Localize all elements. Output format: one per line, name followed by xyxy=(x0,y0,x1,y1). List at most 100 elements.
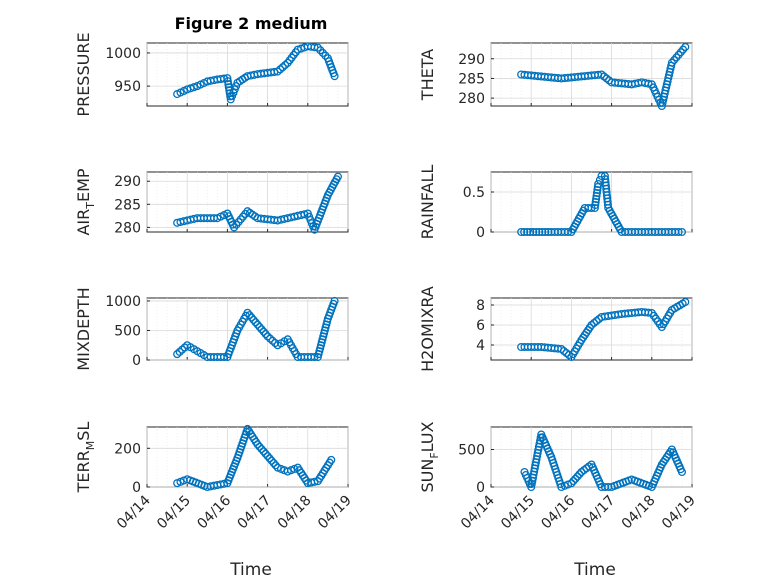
data-point xyxy=(529,227,538,237)
data-point xyxy=(255,442,264,451)
data-point xyxy=(541,227,550,237)
y-tick-label: 1000 xyxy=(105,46,141,62)
data-point xyxy=(538,227,547,237)
data-point xyxy=(591,197,600,207)
data-point xyxy=(592,188,601,198)
data-point xyxy=(173,350,182,359)
data-point xyxy=(591,200,600,210)
y-tick-label: 200 xyxy=(114,441,141,457)
subplot-mixdepth: 0 500 1000 MIXDEPTH xyxy=(74,287,349,371)
y-tick-label: 0 xyxy=(132,480,141,496)
x-tick-label: 04/19 xyxy=(315,493,355,533)
data-point xyxy=(257,325,266,334)
data-point xyxy=(178,345,187,354)
y-tick-label: 0 xyxy=(476,225,485,241)
data-point xyxy=(330,72,339,81)
data-point xyxy=(523,227,532,237)
data-point xyxy=(594,179,603,189)
data-point xyxy=(677,467,686,477)
data-point xyxy=(318,48,327,57)
y-tick-label: 500 xyxy=(458,443,485,459)
y-tick-label: 1000 xyxy=(105,294,141,310)
x-axis-label-right: Time xyxy=(573,560,616,580)
data-point xyxy=(590,203,599,213)
data-point xyxy=(269,458,278,468)
y-tick-label: 290 xyxy=(458,52,485,68)
data-point xyxy=(593,182,602,192)
data-point xyxy=(571,474,580,483)
data-point xyxy=(261,449,270,458)
y-axis-label: RAINFALL xyxy=(418,165,437,240)
data-point xyxy=(175,347,184,356)
x-tick-label: 04/15 xyxy=(498,493,538,533)
subplot-grid: 950 1000 PRESSURE 280 285 290 THETA 280 285 290 AI… xyxy=(74,32,699,532)
subplot-h2omixra: 4 6 8 H2OMIXRA xyxy=(418,286,693,372)
data-point xyxy=(592,194,601,204)
y-axis-label: H2OMIXRA xyxy=(418,286,437,372)
data-point xyxy=(265,454,274,463)
y-tick-label: 285 xyxy=(114,197,141,213)
data-point xyxy=(249,315,258,324)
data-point xyxy=(281,61,290,70)
y-tick-label: 8 xyxy=(476,298,485,314)
subplot-theta: 280 285 290 THETA xyxy=(418,42,693,111)
y-tick-label: 500 xyxy=(114,323,141,339)
data-point xyxy=(266,334,275,343)
x-tick-label: 04/19 xyxy=(659,493,699,533)
y-tick-label: 6 xyxy=(476,318,485,334)
data-point xyxy=(681,42,690,51)
data-point xyxy=(517,227,526,237)
data-point xyxy=(271,461,280,470)
data-point xyxy=(333,172,343,181)
subplot-air-temp: 280 285 290 AIRTEMP xyxy=(74,168,349,236)
x-axis-label-left: Time xyxy=(229,560,272,580)
data-point xyxy=(593,185,602,195)
x-tick-label: 04/14 xyxy=(114,492,154,532)
subplot-terr-msl: 04/14 04/15 04/16 04/17 04/18 04/19 0 200 TERRMS… xyxy=(74,422,355,533)
data-point xyxy=(681,297,690,307)
y-axis-label: SUNFLUX xyxy=(418,421,441,492)
y-tick-label: 0 xyxy=(132,353,141,369)
y-tick-label: 0.5 xyxy=(463,185,485,201)
y-tick-label: 280 xyxy=(114,220,141,236)
y-axis-label: MIXDEPTH xyxy=(74,287,93,370)
y-tick-label: 280 xyxy=(458,91,485,107)
data-point xyxy=(520,227,529,237)
x-tick-label: 04/17 xyxy=(579,493,619,533)
data-point xyxy=(327,455,336,464)
subplot-pressure: 950 1000 PRESSURE xyxy=(74,32,349,117)
y-axis-label: THETA xyxy=(418,49,437,101)
x-tick-label: 04/18 xyxy=(275,493,315,533)
data-point xyxy=(263,451,272,461)
y-axis-label: AIRTEMP xyxy=(74,168,97,235)
x-tick-label: 04/15 xyxy=(154,493,194,533)
x-tick-label: 04/18 xyxy=(619,493,659,533)
data-point xyxy=(263,332,272,341)
data-point xyxy=(271,338,280,348)
data-point xyxy=(535,227,544,237)
data-point xyxy=(330,296,339,306)
data-point xyxy=(261,329,270,339)
subplot-sun-flux: 04/14 04/15 04/16 04/17 04/18 04/19 0 500 SUNFLU… xyxy=(418,421,699,532)
data-point xyxy=(526,227,535,237)
y-tick-label: 0 xyxy=(476,480,485,496)
data-point xyxy=(276,65,285,74)
data-point xyxy=(592,191,601,201)
subplot-rainfall: 0 0.5 RAINFALL xyxy=(418,165,693,241)
data-point xyxy=(532,227,541,237)
data-point xyxy=(273,67,282,76)
data-point xyxy=(573,472,582,481)
data-point xyxy=(316,46,325,55)
x-tick-label: 04/14 xyxy=(458,492,498,532)
x-tick-label: 04/17 xyxy=(235,493,275,533)
data-point xyxy=(575,470,584,479)
data-point xyxy=(257,445,266,454)
y-axis-label: PRESSURE xyxy=(74,32,93,116)
data-point xyxy=(247,313,256,322)
data-point xyxy=(677,227,686,237)
data-point xyxy=(189,83,198,92)
x-tick-label: 04/16 xyxy=(538,492,578,532)
y-tick-label: 285 xyxy=(458,71,485,87)
y-tick-label: 950 xyxy=(114,79,141,95)
y-tick-label: 290 xyxy=(114,174,141,190)
